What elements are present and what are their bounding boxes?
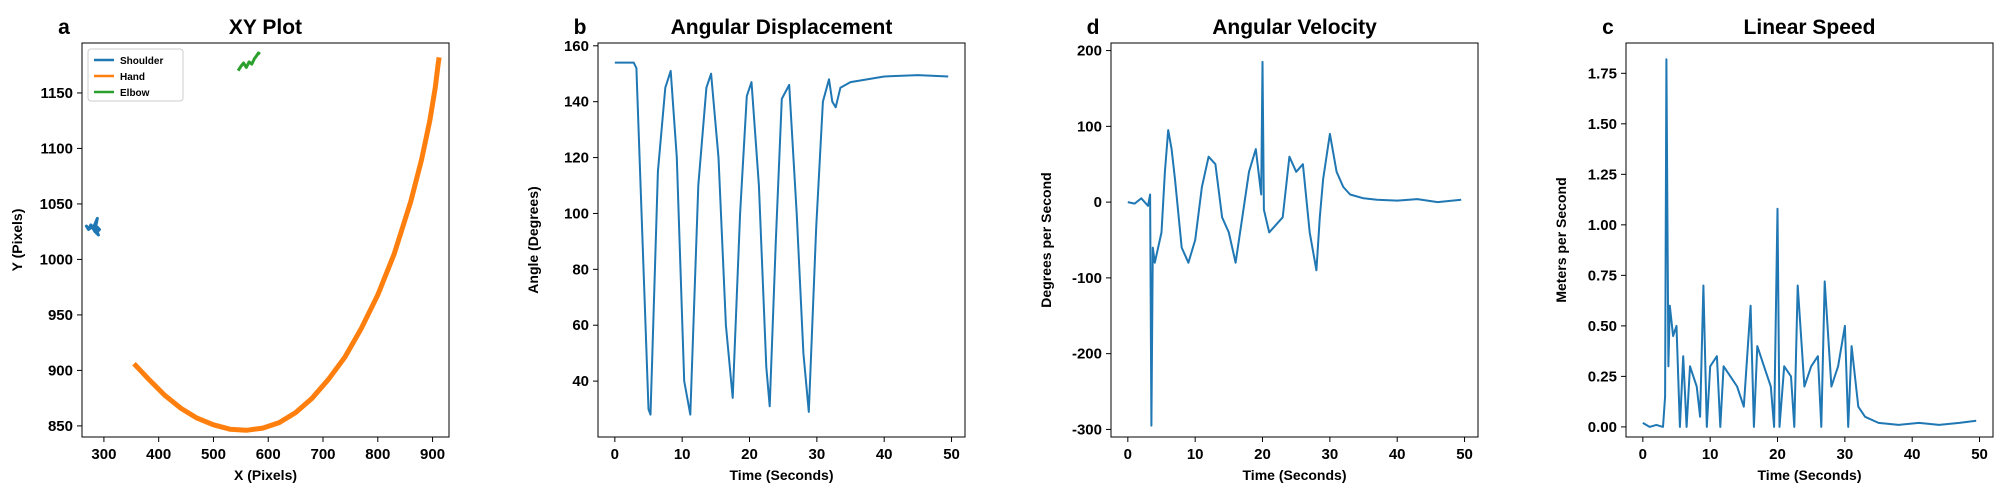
chart-angvel: Angular Velocity d 0 10 20 30 40 50 -300 -200 -100… xyxy=(1038,16,1479,483)
x-tick-label: 10 xyxy=(674,446,691,463)
y-tick-label: 1050 xyxy=(40,196,73,213)
chart-title: Angular Velocity xyxy=(1212,16,1377,39)
chart-title: XY Plot xyxy=(229,16,302,39)
x-tick-label: 10 xyxy=(1702,446,1719,463)
y-tick-label: 0.25 xyxy=(1588,368,1617,385)
y-tick-label: 850 xyxy=(48,418,73,435)
x-tick-label: 800 xyxy=(365,446,390,463)
y-tick-label: 100 xyxy=(564,205,589,222)
panel-letter: a xyxy=(58,16,70,39)
y-axis-label: Angle (Degrees) xyxy=(525,186,541,293)
x-tick-label: 20 xyxy=(1769,446,1786,463)
y-tick-label: 140 xyxy=(564,94,589,111)
x-tick-label: 50 xyxy=(1456,446,1473,463)
y-tick-label: 80 xyxy=(572,261,589,278)
y-tick-label: -200 xyxy=(1072,346,1102,363)
x-tick-label: 600 xyxy=(256,446,281,463)
x-tick-label: 30 xyxy=(1322,446,1339,463)
plot-frame xyxy=(1110,42,1479,438)
y-tick-label: 1.50 xyxy=(1588,116,1617,133)
legend-box xyxy=(87,48,184,102)
y-tick-label: 1100 xyxy=(40,140,73,157)
x-tick-label: 500 xyxy=(201,446,226,463)
x-tick-label: 10 xyxy=(1187,446,1204,463)
y-tick-label: 100 xyxy=(1077,118,1102,135)
panel-letter: b xyxy=(574,16,587,39)
series-line-data xyxy=(1127,60,1462,427)
series-line-elbow xyxy=(236,51,261,72)
y-tick-label: -100 xyxy=(1072,270,1102,287)
series-line-hand xyxy=(132,57,442,433)
x-tick-label: 20 xyxy=(741,446,758,463)
x-tick-label: 20 xyxy=(1254,446,1271,463)
x-tick-label: 50 xyxy=(943,446,960,463)
x-tick-label: 300 xyxy=(91,446,116,463)
y-tick-label: -300 xyxy=(1072,421,1102,438)
plot-frame xyxy=(1625,42,1994,438)
y-tick-label: 200 xyxy=(1077,43,1102,60)
y-tick-label: 0.75 xyxy=(1588,267,1617,284)
x-tick-label: 40 xyxy=(1389,446,1406,463)
chart-linspeed: Linear Speed c 0 10 20 30 40 50 0.00 0.25 0.50 0.75… xyxy=(1553,16,1994,483)
y-tick-label: 1000 xyxy=(40,251,73,268)
plot-frame xyxy=(81,42,450,438)
panel-letter: c xyxy=(1602,16,1614,39)
legend-entry: Hand xyxy=(120,72,145,83)
chart-title: Linear Speed xyxy=(1744,16,1876,39)
y-tick-label: 1150 xyxy=(40,85,73,102)
x-tick-label: 900 xyxy=(420,446,445,463)
x-tick-label: 0 xyxy=(611,446,619,463)
y-axis-label: Degrees per Second xyxy=(1038,172,1054,307)
y-tick-label: 900 xyxy=(48,362,73,379)
chart-title: Angular Displacement xyxy=(671,16,893,39)
y-tick-label: 120 xyxy=(564,150,589,167)
x-axis-label: Time (Seconds) xyxy=(1758,467,1862,483)
y-tick-label: 160 xyxy=(564,38,589,55)
legend-entry: Shoulder xyxy=(120,56,163,67)
y-tick-label: 1.75 xyxy=(1588,65,1617,82)
x-tick-label: 30 xyxy=(809,446,826,463)
y-tick-label: 1.25 xyxy=(1588,166,1617,183)
chart-angdisp: Angular Displacement b 0 10 20 30 40 50 40 60 80 10… xyxy=(525,16,966,483)
y-tick-label: 0 xyxy=(1094,194,1102,211)
x-tick-label: 30 xyxy=(1837,446,1854,463)
legend: Shoulder Hand Elbow xyxy=(87,48,184,102)
y-axis-label: Meters per Second xyxy=(1553,177,1569,302)
x-tick-label: 0 xyxy=(1124,446,1132,463)
series-line-data xyxy=(614,61,949,416)
x-axis-label: Time (Seconds) xyxy=(730,467,834,483)
x-tick-label: 50 xyxy=(1971,446,1988,463)
y-axis-label: Y (Pixels) xyxy=(9,209,25,272)
x-tick-label: 0 xyxy=(1639,446,1647,463)
panel-letter: d xyxy=(1087,16,1100,39)
y-tick-label: 950 xyxy=(48,307,73,324)
x-tick-label: 700 xyxy=(310,446,335,463)
plot-frame xyxy=(597,42,966,438)
series-line-data xyxy=(1642,58,1977,428)
y-tick-label: 0.50 xyxy=(1588,318,1617,335)
legend-entry: Elbow xyxy=(120,88,150,99)
y-tick-label: 60 xyxy=(572,317,589,334)
y-tick-label: 0.00 xyxy=(1588,419,1617,436)
y-tick-label: 40 xyxy=(572,373,589,390)
y-tick-label: 1.00 xyxy=(1588,217,1617,234)
x-tick-label: 40 xyxy=(876,446,893,463)
x-axis-label: X (Pixels) xyxy=(234,467,297,483)
series-line-shoulder xyxy=(84,216,101,237)
x-axis-label: Time (Seconds) xyxy=(1243,467,1347,483)
x-tick-label: 40 xyxy=(1904,446,1921,463)
chart-xy: XY Plot a 300 400 500 600 700 800 900 850 900 950 10… xyxy=(9,16,450,483)
x-tick-label: 400 xyxy=(146,446,171,463)
